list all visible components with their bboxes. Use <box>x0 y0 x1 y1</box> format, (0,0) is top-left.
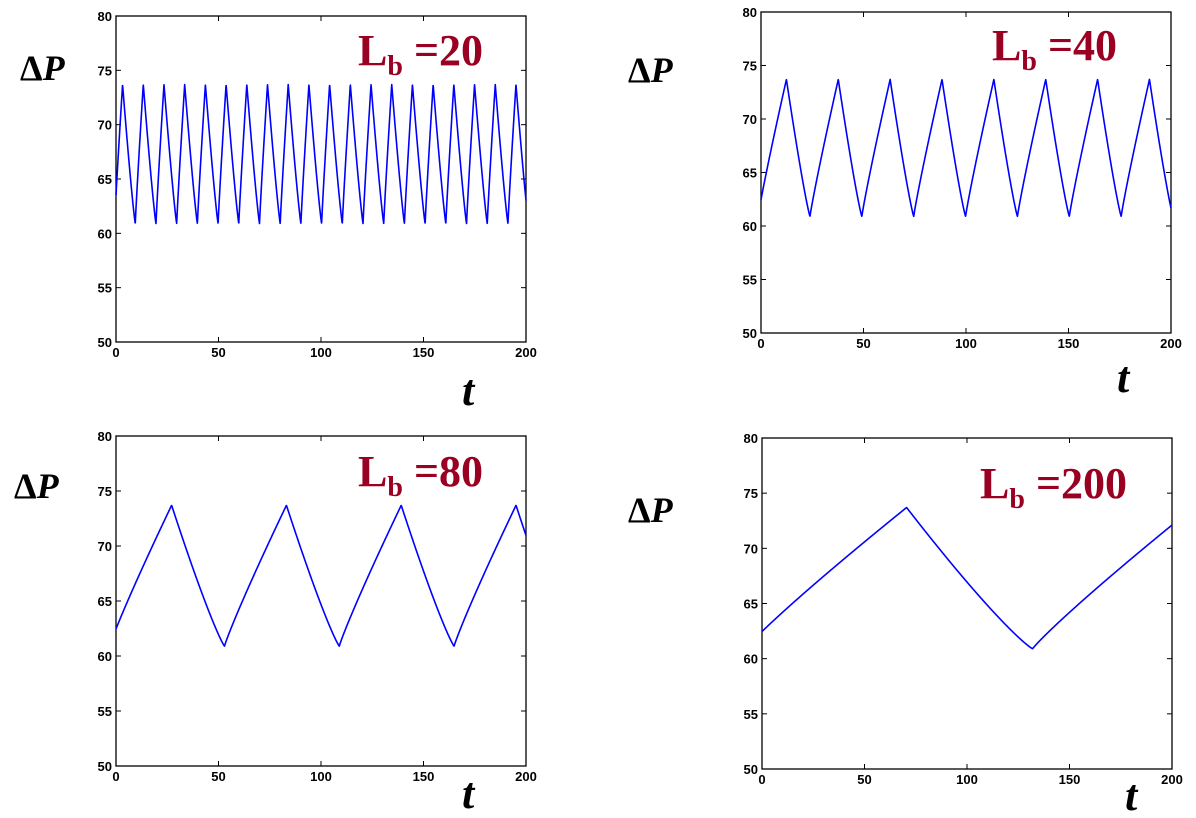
x-tick-label: 200 <box>1160 336 1182 351</box>
y-tick-label: 80 <box>98 429 112 444</box>
y-tick-label: 60 <box>744 652 758 667</box>
y-axis-label-var: P <box>42 48 66 88</box>
y-axis-label-delta: Δ <box>628 490 651 530</box>
annotation-sub: b <box>387 472 403 503</box>
y-tick-label: 50 <box>743 326 757 341</box>
x-tick-label: 150 <box>1058 336 1080 351</box>
y-tick-label: 65 <box>98 172 112 187</box>
y-tick-label: 50 <box>98 335 112 350</box>
y-axis-label: ΔP <box>14 466 60 506</box>
annotation-label: Lb =20 <box>358 26 483 82</box>
series-line <box>115 83 527 225</box>
annotation-main: L <box>358 26 387 75</box>
y-tick-label: 80 <box>98 9 112 24</box>
x-tick-label: 150 <box>1059 772 1081 787</box>
annotation-sub: b <box>1021 46 1037 77</box>
y-axis-label-delta: Δ <box>628 50 651 90</box>
y-axis-label: ΔP <box>20 48 66 88</box>
y-tick-label: 50 <box>98 759 112 774</box>
y-axis-label-var: P <box>650 50 674 90</box>
annotation-label: Lb =200 <box>980 459 1127 515</box>
annotation-label: Lb =80 <box>358 447 483 503</box>
x-tick-label: 100 <box>956 772 978 787</box>
y-tick-label: 80 <box>744 431 758 446</box>
y-tick-label: 70 <box>744 541 758 556</box>
series-line <box>115 504 527 647</box>
annotation-value: =200 <box>1025 459 1127 508</box>
x-tick-label: 50 <box>856 336 870 351</box>
y-tick-label: 65 <box>744 597 758 612</box>
y-tick-label: 75 <box>98 484 112 499</box>
y-axis-label-var: P <box>650 490 674 530</box>
y-tick-label: 60 <box>743 219 757 234</box>
y-tick-label: 50 <box>744 762 758 777</box>
y-axis-label-delta: Δ <box>20 48 43 88</box>
annotation-label: Lb =40 <box>992 21 1117 77</box>
y-tick-label: 75 <box>744 486 758 501</box>
series-line <box>761 506 1173 650</box>
y-tick-label: 65 <box>98 594 112 609</box>
x-tick-label: 50 <box>857 772 871 787</box>
x-axis-label: t <box>462 769 476 818</box>
annotation-main: L <box>358 447 387 496</box>
x-tick-label: 200 <box>1161 772 1183 787</box>
annotation-value: =20 <box>403 26 483 75</box>
x-tick-label: 200 <box>515 769 537 784</box>
y-tick-label: 55 <box>98 704 112 719</box>
x-tick-label: 50 <box>211 345 225 360</box>
x-tick-label: 200 <box>515 345 537 360</box>
x-tick-label: 100 <box>955 336 977 351</box>
x-tick-label: 0 <box>757 336 764 351</box>
y-tick-label: 65 <box>743 166 757 181</box>
y-tick-label: 75 <box>98 63 112 78</box>
annotation-value: =40 <box>1037 21 1117 70</box>
y-tick-label: 75 <box>743 59 757 74</box>
x-tick-label: 100 <box>310 769 332 784</box>
x-tick-label: 150 <box>413 345 435 360</box>
y-tick-label: 70 <box>98 539 112 554</box>
y-tick-label: 70 <box>743 112 757 127</box>
y-tick-label: 55 <box>744 707 758 722</box>
x-axis-label: t <box>1117 353 1131 402</box>
y-tick-label: 60 <box>98 649 112 664</box>
x-tick-label: 100 <box>310 345 332 360</box>
x-tick-label: 0 <box>112 769 119 784</box>
x-axis-label: t <box>1125 771 1139 818</box>
y-axis-label: ΔP <box>628 50 674 90</box>
series-line <box>760 78 1172 218</box>
annotation-value: =80 <box>403 447 483 496</box>
annotation-main: L <box>992 21 1021 70</box>
y-tick-label: 55 <box>98 281 112 296</box>
x-tick-label: 150 <box>413 769 435 784</box>
annotation-sub: b <box>1009 484 1025 515</box>
annotation-main: L <box>980 459 1009 508</box>
y-tick-label: 70 <box>98 118 112 133</box>
y-axis-label-delta: Δ <box>14 466 37 506</box>
y-tick-label: 80 <box>743 5 757 20</box>
y-axis-label: ΔP <box>628 490 674 530</box>
y-axis-label-var: P <box>36 466 60 506</box>
x-axis-label: t <box>462 366 476 415</box>
annotation-sub: b <box>387 51 403 82</box>
y-tick-label: 60 <box>98 226 112 241</box>
x-tick-label: 50 <box>211 769 225 784</box>
x-tick-label: 0 <box>112 345 119 360</box>
x-tick-label: 0 <box>758 772 765 787</box>
y-tick-label: 55 <box>743 273 757 288</box>
